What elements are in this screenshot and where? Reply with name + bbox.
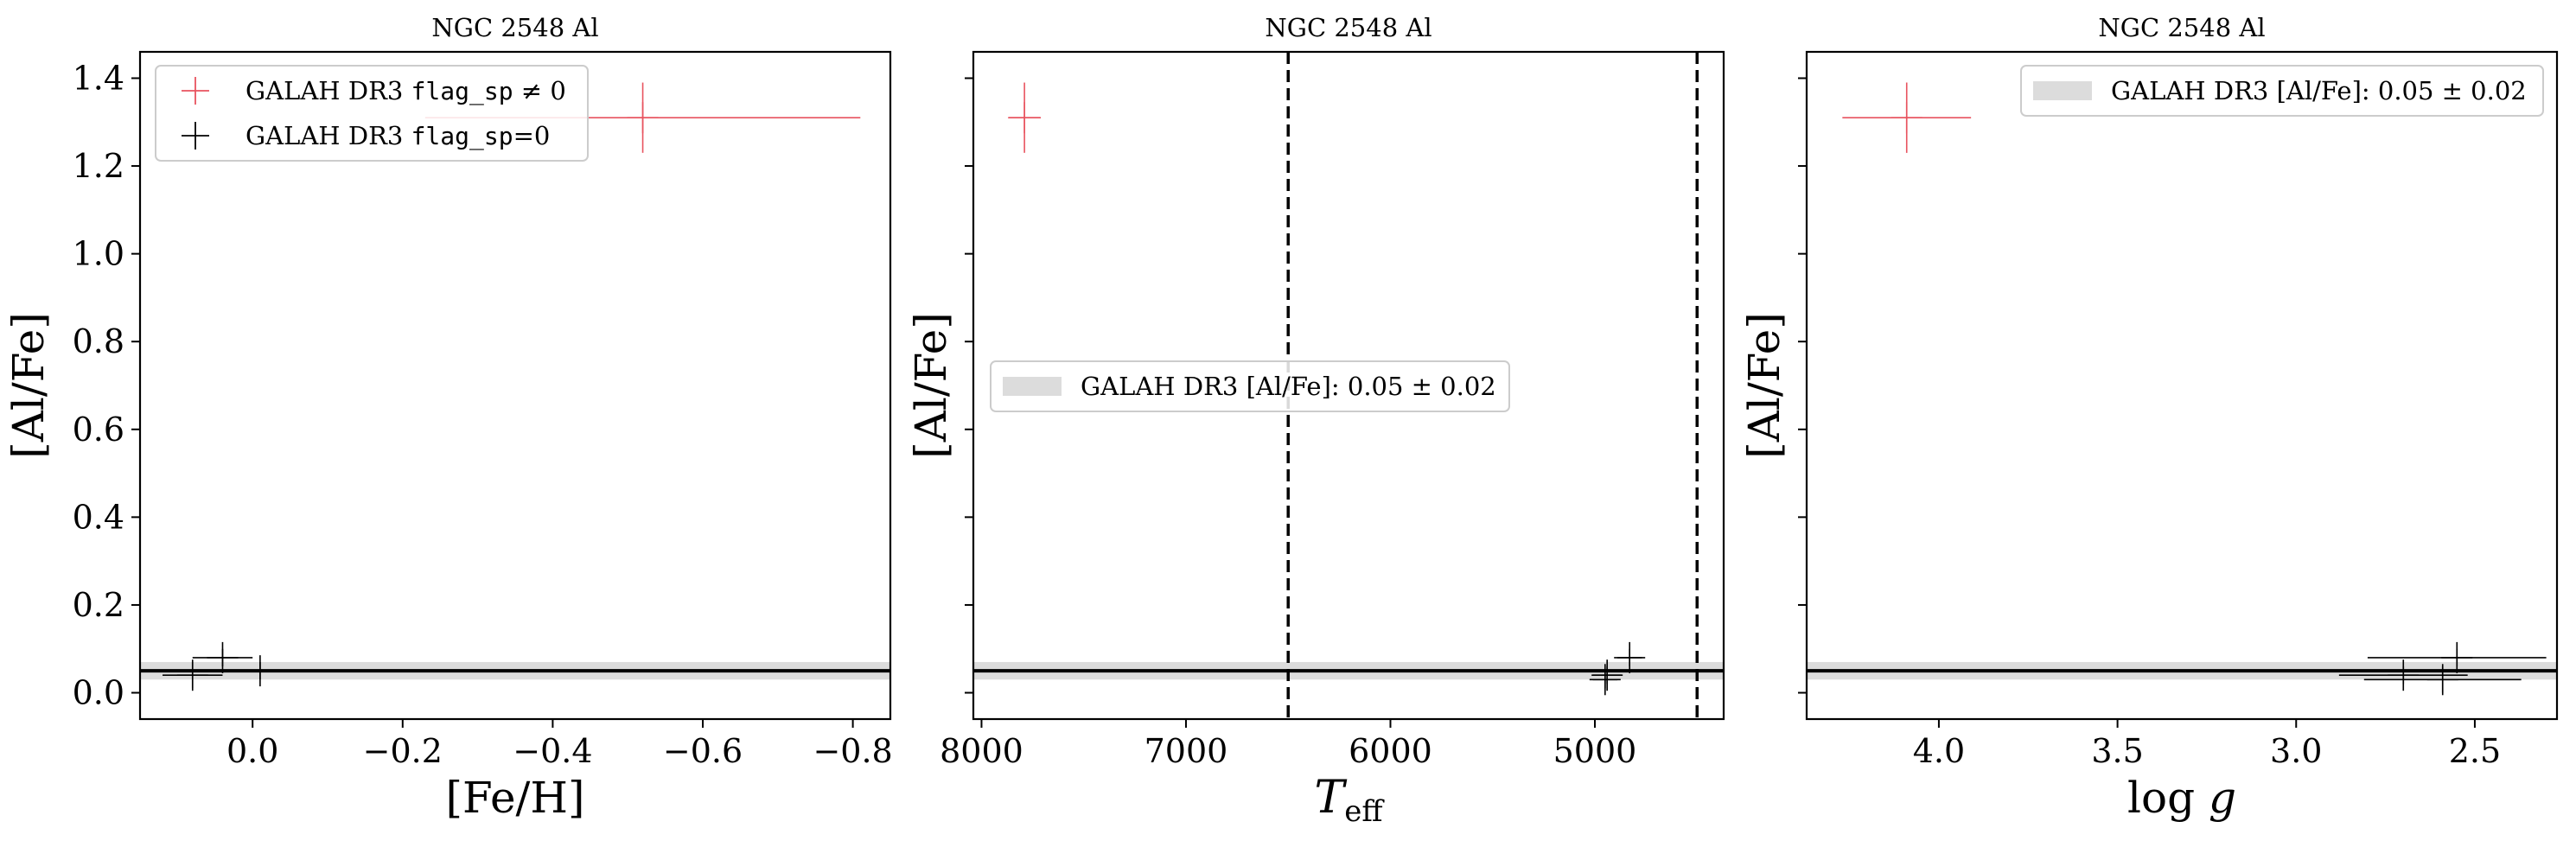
x-tick-label: −0.2 (363, 732, 443, 770)
axes-frame (972, 50, 1725, 721)
panel-1: 0.0 0.2 0.4 0.6 0.8 1.0 1.2 1.4 0.0 −0.2 −0.4 −0.6 −… (3, 13, 893, 823)
legend: GALAH DR3 [Al/Fe]: 0.05 ± 0.02 (2020, 65, 2544, 117)
y-tick-label: 0.8 (73, 322, 124, 360)
y-tick-label: 1.4 (73, 59, 124, 97)
chart-title: NGC 2548 Al (2098, 13, 2265, 42)
x-tick-label: −0.6 (663, 732, 743, 770)
x-axis-label: Teff (1315, 772, 1386, 829)
y-axis-label: [Al/Fe] (1739, 312, 1789, 459)
unflagged-point (1591, 659, 1623, 691)
x-tick-label: −0.4 (513, 732, 592, 770)
flagged-point (1842, 82, 1972, 153)
legend-band-swatch (1003, 377, 1062, 396)
x-axis-label: log g (2127, 773, 2236, 823)
chart-title: NGC 2548 Al (431, 13, 598, 42)
unflagged-point (222, 655, 298, 687)
legend-label: GALAH DR3 [Al/Fe]: 0.05 ± 0.02 (2111, 76, 2527, 105)
x-tick-label: 6000 (1349, 732, 1432, 770)
panel-3: 4.0 3.5 3.0 2.5 NGC 2548 Al log g [Al/Fe] GALAH… (1739, 13, 2559, 823)
x-tick-label: 5000 (1553, 732, 1637, 770)
unflagged-point (192, 641, 253, 673)
y-tick-label: 0.4 (73, 498, 124, 536)
y-tick-label: 0.2 (73, 586, 124, 624)
unflagged-point (2338, 659, 2468, 691)
y-tick-label: 0.0 (73, 674, 124, 712)
x-tick-label: 3.5 (2091, 732, 2143, 770)
axes-frame (138, 50, 892, 721)
unflagged-point (2363, 664, 2522, 696)
y-tick-label: 0.6 (73, 411, 124, 449)
legend-label: GALAH DR3 flag_sp ≠ 0 (245, 76, 566, 106)
legend-band-swatch (2033, 81, 2092, 100)
chart-title: NGC 2548 Al (1265, 13, 1431, 42)
unflagged-point (163, 659, 223, 691)
y-tick-label: 1.0 (73, 235, 124, 273)
legend: GALAH DR3 [Al/Fe]: 0.05 ± 0.02 (990, 360, 1510, 412)
plot-area (1807, 82, 2557, 696)
legend-label: GALAH DR3 flag_sp=0 (245, 121, 550, 151)
plot-area (140, 82, 890, 691)
legend-frame (155, 65, 589, 162)
x-tick-label: 7000 (1145, 732, 1228, 770)
legend-frame (990, 360, 1510, 412)
x-tick-label: 4.0 (1913, 732, 1965, 770)
x-tick-label: 0.0 (226, 732, 278, 770)
y-axis-label: [Al/Fe] (3, 312, 54, 459)
x-tick-label: 8000 (940, 732, 1023, 770)
unflagged-point (1589, 664, 1621, 696)
legend-frame (2020, 65, 2544, 117)
legend-label: GALAH DR3 [Al/Fe]: 0.05 ± 0.02 (1081, 372, 1496, 401)
legend: GALAH DR3 flag_sp ≠ 0 GALAH DR3 flag_sp=0 (155, 65, 589, 162)
unflagged-point (1614, 641, 1646, 673)
x-tick-label: −0.8 (813, 732, 892, 770)
x-axis-label: [Fe/H] (445, 773, 584, 823)
x-tick-label: 3.0 (2270, 732, 2322, 770)
unflagged-point (2367, 641, 2547, 673)
y-axis-label: [Al/Fe] (906, 312, 956, 459)
y-tick-label: 1.2 (73, 147, 124, 185)
panel-2: 8000 7000 6000 5000 NGC 2548 Al Teff [Al/Fe] GA… (906, 13, 1725, 829)
flagged-point (1008, 82, 1042, 153)
axes-frame (1805, 50, 2559, 721)
x-tick-label: 2.5 (2449, 732, 2501, 770)
